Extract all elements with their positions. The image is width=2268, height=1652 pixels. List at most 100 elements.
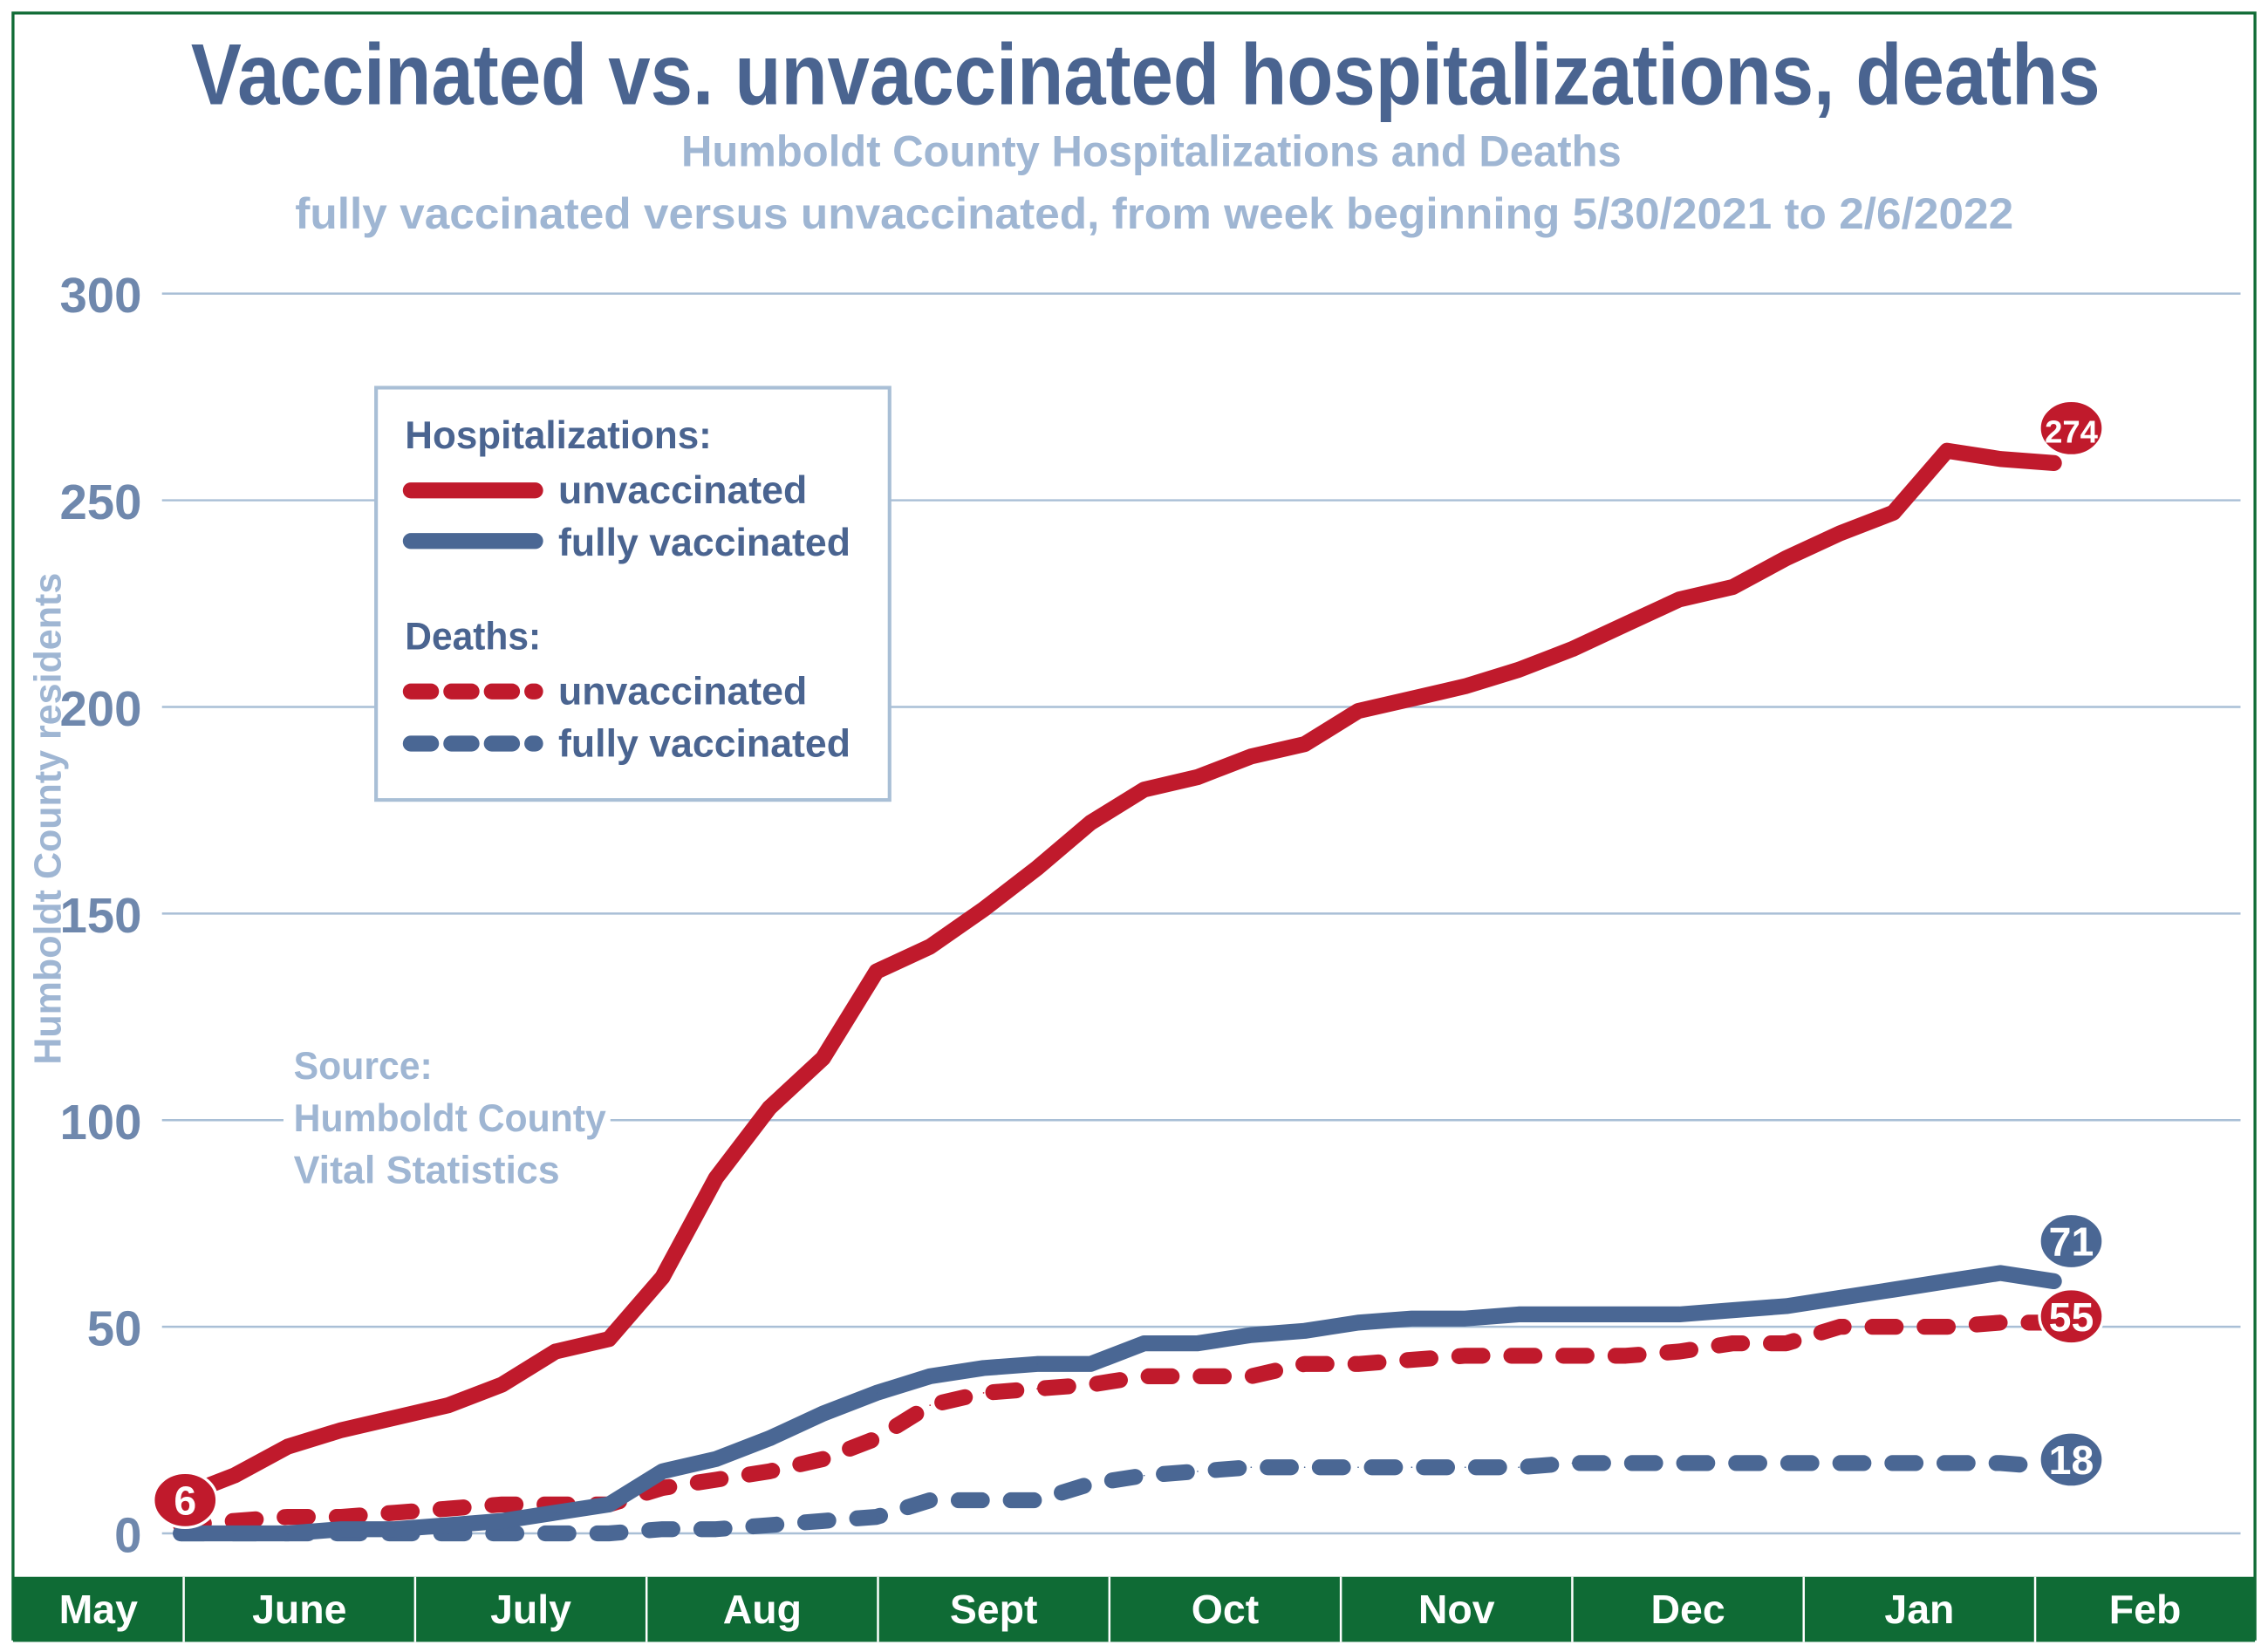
data-point [608, 1504, 610, 1505]
data-point [1999, 1321, 2002, 1324]
data-point [929, 1376, 932, 1377]
data-point [714, 1528, 717, 1531]
data-point [1411, 698, 1413, 700]
source-line-1: Source: [294, 1044, 433, 1088]
data-point [661, 1487, 664, 1489]
data-point [1518, 1314, 1520, 1315]
data-point [608, 1338, 610, 1341]
data-point [1250, 1334, 1253, 1336]
data-point [1892, 511, 1895, 514]
data-point [1624, 1314, 1627, 1315]
data-point [1357, 1362, 1359, 1365]
data-point [1464, 685, 1466, 687]
data-point [822, 1457, 824, 1460]
month-label: Feb [2109, 1587, 2182, 1632]
data-point [1571, 1462, 1574, 1464]
data-point [287, 1533, 289, 1534]
y-tick-label: 200 [59, 681, 141, 736]
data-point [1946, 1462, 1948, 1464]
data-point [1839, 1462, 1841, 1464]
data-point [1732, 1462, 1734, 1464]
end-label-series-1: 71 [2049, 1219, 2094, 1265]
data-point [340, 1429, 343, 1431]
data-point [1786, 557, 1787, 559]
data-point [982, 1392, 985, 1394]
data-point [1786, 1342, 1787, 1344]
chart-title: Vaccinated vs. unvaccinated hospitalizat… [191, 26, 2101, 123]
data-point [501, 1504, 503, 1505]
data-point [1571, 1355, 1574, 1357]
data-point [233, 1474, 236, 1477]
data-point [1090, 1362, 1092, 1365]
data-point [929, 945, 932, 948]
data-point [1303, 1330, 1306, 1332]
data-point [447, 1404, 449, 1406]
data-point [1786, 1305, 1787, 1307]
data-point [1892, 1326, 1895, 1328]
data-point [1999, 1272, 2002, 1274]
data-point [1678, 1314, 1680, 1315]
data-point [1892, 1462, 1895, 1464]
data-point [1839, 1326, 1841, 1328]
data-point [1197, 1471, 1199, 1472]
data-point [1518, 668, 1520, 671]
end-label-series-0-badge [2038, 399, 2105, 458]
data-point [1036, 867, 1038, 870]
data-point [1839, 532, 1841, 535]
legend-deaths-unvax: unvaccinated [558, 670, 807, 713]
legend: Hospitalizations: unvaccinated fully vac… [374, 386, 891, 802]
end-label-series-1-badge [2038, 1212, 2105, 1271]
end-label-series-2-badge [2038, 1287, 2105, 1346]
data-point [929, 1404, 932, 1406]
source-line-2: Humboldt County [294, 1096, 606, 1140]
data-point [876, 1392, 878, 1394]
data-point [1250, 1466, 1253, 1469]
data-point [661, 1471, 664, 1472]
data-point [1571, 648, 1574, 650]
data-point [501, 1533, 503, 1534]
data-point [714, 1478, 717, 1481]
data-point [1999, 458, 2002, 461]
data-point [1303, 743, 1306, 745]
data-point [661, 1276, 664, 1279]
series-line-0 [173, 442, 2062, 1505]
data-point [1143, 1376, 1145, 1377]
data-point [1143, 788, 1145, 791]
data-point [287, 1445, 289, 1448]
data-point [982, 908, 985, 911]
data-point [1250, 1376, 1253, 1377]
data-point [287, 1516, 289, 1518]
data-point [876, 1516, 878, 1518]
data-point [1464, 1355, 1466, 1357]
data-point [982, 1367, 985, 1369]
legend-hosp-heading: Hospitalizations: [405, 413, 712, 457]
legend-box [374, 386, 891, 802]
data-point [1624, 623, 1627, 625]
data-point [1036, 1499, 1038, 1501]
data-point [1036, 1388, 1038, 1390]
data-point [822, 1412, 824, 1415]
data-point [769, 1437, 770, 1439]
data-point [1090, 822, 1092, 823]
month-label: Jan [1884, 1587, 1954, 1632]
data-point [1411, 1317, 1413, 1320]
data-point [1303, 1466, 1306, 1469]
data-point [393, 1512, 396, 1514]
data-point [393, 1528, 396, 1531]
data-point [822, 1057, 824, 1059]
end-label-series-3-badge [2038, 1430, 2105, 1489]
data-point [447, 1507, 449, 1510]
data-point [769, 1471, 770, 1472]
data-point [1999, 1462, 2002, 1464]
data-point [769, 1107, 770, 1109]
legend-deaths-heading: Deaths: [405, 615, 541, 659]
data-point [1892, 1288, 1895, 1291]
data-point [1464, 1466, 1466, 1469]
series-line-2 [173, 1314, 2062, 1533]
start-label-hosp-unvax-badge [152, 1471, 219, 1530]
data-point [714, 1177, 717, 1179]
data-point [393, 1416, 396, 1419]
data-point [1411, 1466, 1413, 1469]
y-tick-label: 300 [59, 268, 141, 323]
data-point [1143, 1342, 1145, 1344]
